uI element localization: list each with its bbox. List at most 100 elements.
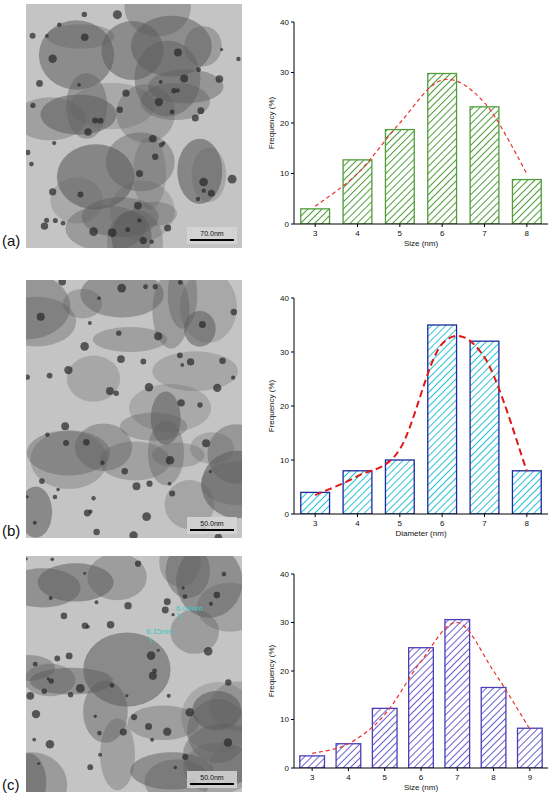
particle	[86, 625, 90, 629]
x-tick	[312, 768, 313, 771]
particle	[49, 188, 56, 195]
fit-curve	[315, 336, 527, 495]
aggregate	[184, 26, 221, 67]
aggregate	[38, 563, 114, 601]
particle	[199, 321, 206, 328]
particle	[140, 359, 146, 365]
particle	[131, 714, 137, 720]
particle	[47, 373, 53, 379]
particle	[168, 482, 172, 486]
particle	[32, 738, 36, 742]
x-tick	[384, 768, 385, 771]
particle	[98, 753, 102, 757]
particle	[116, 107, 123, 114]
marks	[300, 620, 542, 768]
x-tick-label: 3	[313, 229, 318, 238]
particle	[41, 222, 48, 229]
y-tick	[291, 22, 294, 23]
particle	[133, 482, 141, 490]
x-tick	[421, 768, 422, 771]
scale-bar-label: 50.0nm	[200, 774, 224, 781]
particle	[145, 383, 153, 391]
particle	[56, 488, 60, 492]
bar	[385, 130, 414, 224]
particle	[134, 202, 142, 210]
marks	[301, 325, 541, 514]
particle	[48, 678, 53, 683]
particle	[164, 225, 171, 232]
particle	[83, 572, 86, 575]
particle	[121, 468, 127, 474]
aggregate	[184, 311, 216, 347]
x-tick-label: 7	[455, 773, 460, 782]
y-tick	[291, 72, 294, 73]
particle	[213, 384, 221, 392]
particle	[37, 313, 45, 321]
aggregate	[93, 327, 167, 352]
x-tick-label: 4	[355, 229, 360, 238]
y-tick-label: 40	[280, 294, 289, 303]
y-tick	[291, 719, 294, 720]
bar	[512, 471, 541, 514]
y-tick	[291, 224, 294, 225]
particle	[122, 90, 129, 97]
aggregate	[40, 95, 116, 135]
bar	[481, 687, 506, 768]
particle	[174, 49, 182, 57]
particle	[53, 218, 58, 223]
bar	[372, 708, 397, 768]
scale-bar-ground	[187, 771, 237, 788]
particle	[97, 296, 101, 300]
particle	[32, 710, 40, 718]
particle	[196, 67, 201, 72]
particle	[91, 496, 95, 500]
x-tick	[484, 224, 485, 227]
aggregate	[26, 280, 70, 339]
bar	[385, 460, 414, 514]
x-axis-title: Diameter (nm)	[395, 529, 446, 538]
particle	[125, 227, 130, 232]
x-tick	[357, 514, 358, 517]
particle	[110, 683, 115, 688]
particle	[33, 662, 38, 667]
x-tick	[399, 224, 400, 227]
particle	[108, 228, 117, 237]
particle	[116, 330, 121, 335]
x-tick	[526, 224, 527, 227]
particle	[45, 34, 49, 38]
y-tick-label: 20	[280, 667, 289, 676]
particle	[113, 10, 122, 19]
particle	[196, 197, 200, 201]
particle	[29, 162, 34, 167]
particle	[30, 33, 36, 39]
particle	[183, 594, 188, 599]
particle	[224, 738, 233, 747]
marks	[301, 74, 541, 224]
particle	[209, 470, 212, 473]
aggregate	[177, 139, 222, 204]
x-tick-label: 8	[525, 519, 530, 528]
aggregate	[75, 423, 132, 470]
image-ground	[26, 4, 242, 248]
fit-curve	[315, 79, 527, 206]
particle	[197, 402, 202, 407]
x-tick-label: 5	[398, 229, 403, 238]
x-tick-label: 4	[355, 519, 360, 528]
particle	[220, 48, 223, 51]
y-axis-title: Frequency (%)	[267, 644, 276, 697]
scale-bar	[190, 783, 234, 785]
x-tick	[357, 224, 358, 227]
histogram: 010203040345678Size (nm)Frequency (%)	[267, 18, 548, 248]
particle	[162, 141, 166, 145]
particle	[208, 190, 215, 197]
particle	[157, 649, 160, 652]
x-axis	[294, 514, 548, 515]
particle	[177, 399, 184, 406]
aggregate	[151, 391, 181, 444]
aggregate	[131, 202, 177, 226]
particle	[163, 728, 171, 736]
annotation-line	[178, 613, 182, 620]
particle	[77, 192, 83, 198]
particle	[36, 80, 43, 87]
bar	[518, 728, 543, 768]
